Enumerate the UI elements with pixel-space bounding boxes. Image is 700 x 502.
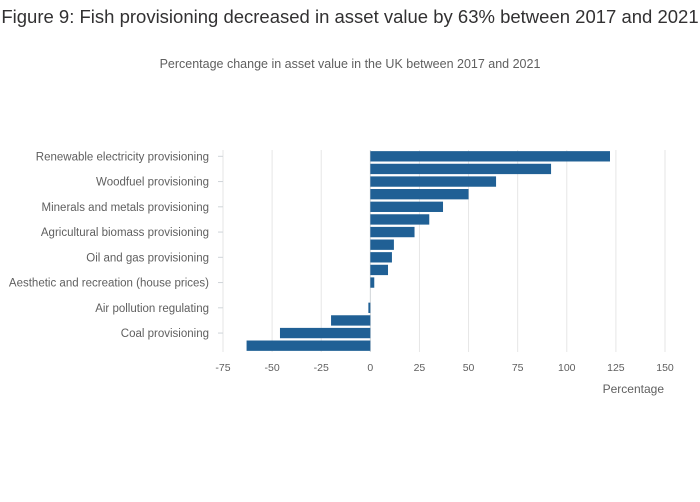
bar — [370, 151, 610, 162]
x-tick-label: -75 — [215, 362, 230, 374]
category-label: Renewable electricity provisioning — [36, 151, 209, 163]
bar — [331, 315, 371, 326]
x-tick-label: 50 — [463, 362, 475, 374]
x-tick-label: 75 — [512, 362, 524, 374]
category-label: Air pollution regulating — [95, 303, 209, 315]
x-tick-label: 0 — [367, 362, 373, 374]
x-tick-label: 100 — [558, 362, 576, 374]
category-label: Coal provisioning — [121, 328, 209, 340]
category-label: Minerals and metals provisioning — [42, 202, 209, 214]
x-tick-label: -50 — [265, 362, 280, 374]
bar — [370, 214, 430, 225]
chart-subtitle: Percentage change in asset value in the … — [159, 57, 541, 71]
category-label: Agricultural biomass provisioning — [41, 227, 209, 239]
bar — [246, 340, 371, 351]
bar — [370, 264, 389, 276]
bar — [370, 176, 497, 187]
x-tick-labels: -75 -50 -25 0 25 50 75 100 125 150 — [215, 362, 674, 374]
bars — [246, 151, 610, 351]
x-tick-label: 125 — [607, 362, 625, 374]
category-label: Oil and gas provisioning — [86, 252, 209, 264]
x-axis-label: Percentage — [603, 382, 665, 396]
bar — [279, 327, 371, 339]
bar — [370, 239, 394, 250]
x-tick-label: 25 — [414, 362, 426, 374]
bar — [370, 252, 392, 263]
gridlines — [222, 150, 666, 352]
bar — [370, 277, 375, 288]
bar — [370, 201, 444, 212]
bar — [368, 302, 371, 313]
chart-title: Figure 9: Fish provisioning decreased in… — [1, 6, 699, 27]
category-label: Aesthetic and recreation (house prices) — [9, 278, 209, 290]
category-label: Woodfuel provisioning — [96, 177, 209, 189]
x-tick-label: -25 — [314, 362, 329, 374]
bar — [370, 163, 552, 175]
bar — [370, 226, 415, 238]
x-tick-label: 150 — [656, 362, 674, 374]
category-labels: Renewable electricity provisioning Woodfu… — [9, 151, 223, 340]
bar — [370, 189, 469, 200]
